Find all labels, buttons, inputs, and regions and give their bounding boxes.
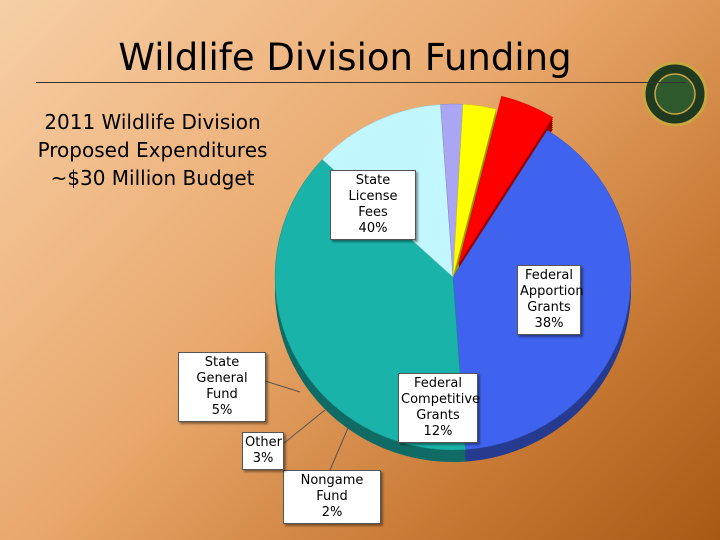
category-label: Federal Competitive Grants <box>401 376 481 423</box>
title-rule <box>36 82 686 83</box>
category-label: Federal Apportion Grants <box>520 268 584 315</box>
leader-line <box>277 409 326 449</box>
slice <box>458 95 554 265</box>
slice <box>452 104 497 278</box>
value-label: 12% <box>423 424 453 439</box>
value-label: 38% <box>534 316 564 331</box>
category-label: State General Fund <box>196 355 248 402</box>
subtitle: ~$30 Million Budget <box>50 166 255 190</box>
value-label: 40% <box>358 221 388 236</box>
value-label: 5% <box>211 403 233 418</box>
data-label: Nongame Fund 2% <box>283 470 381 524</box>
data-label: State General Fund 5% <box>178 352 266 422</box>
leader-line <box>261 379 301 393</box>
subtitle: 2011 Wildlife Division <box>44 110 261 134</box>
data-label: Federal Apportion Grants 38% <box>517 265 584 335</box>
data-label: Other 3% <box>242 432 284 470</box>
category-label: Other <box>245 435 282 450</box>
data-label: State License Fees 40% <box>330 170 416 240</box>
chart-title: Wildlife Division Funding <box>118 36 572 79</box>
subtitle: Proposed Expenditures <box>37 138 268 162</box>
category-label: Nongame Fund <box>300 473 364 504</box>
category-label: State License Fees <box>348 173 398 220</box>
value-label: 2% <box>321 505 343 520</box>
value-label: 3% <box>252 451 274 466</box>
leader-line <box>329 427 349 471</box>
logo <box>642 61 708 127</box>
data-label: Federal Competitive Grants 12% <box>398 373 481 443</box>
